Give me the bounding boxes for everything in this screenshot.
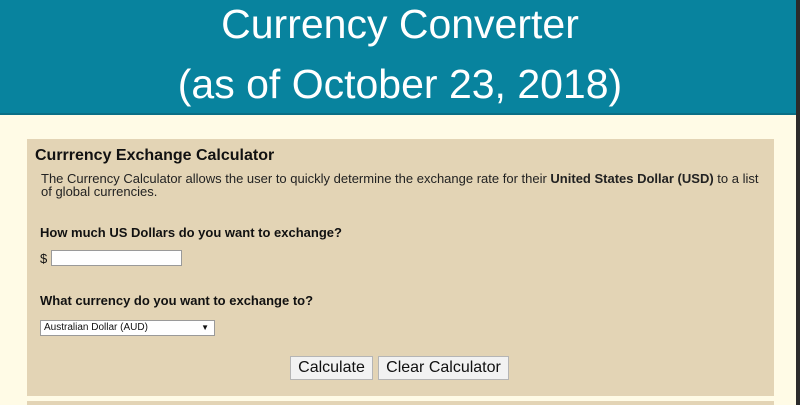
currency-select-value: Australian Dollar (AUD) <box>44 322 148 333</box>
currency-question-label: What currency do you want to exchange to… <box>40 293 314 308</box>
amount-question-label: How much US Dollars do you want to excha… <box>40 225 342 240</box>
calculator-description: The Currency Calculator allows the user … <box>41 172 766 198</box>
amount-input[interactable] <box>51 250 182 266</box>
page-subtitle-date: (as of October 23, 2018) <box>177 61 623 107</box>
description-suffix: to a list of global currencies. <box>41 171 759 199</box>
page-header: Currency Converter (as of October 23, 20… <box>0 0 800 115</box>
clear-calculator-button[interactable]: Clear Calculator <box>378 356 509 380</box>
calculator-panel: Currrency Exchange Calculator The Curren… <box>27 139 774 396</box>
description-currency: United States Dollar (USD) <box>550 171 714 186</box>
currency-symbol: $ <box>40 251 48 266</box>
caret-down-icon: ▼ <box>201 323 209 332</box>
next-panel <box>27 401 774 405</box>
description-prefix: The Currency Calculator allows the user … <box>41 171 551 186</box>
calculate-button[interactable]: Calculate <box>290 356 373 380</box>
calculator-title: Currrency Exchange Calculator <box>35 147 275 164</box>
page-title: Currency Converter <box>221 1 579 47</box>
window-edge <box>796 0 800 405</box>
currency-select[interactable]: Australian Dollar (AUD) ▼ <box>40 320 215 336</box>
